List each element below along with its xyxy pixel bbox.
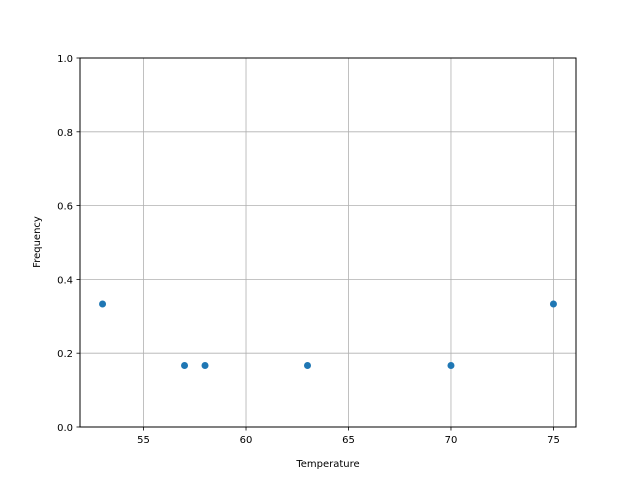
data-point: [549, 300, 557, 308]
data-point: [201, 361, 209, 369]
plot-frame: [79, 57, 577, 428]
y-axis-ticks: 0.0 0.2 0.4 0.6 0.8 1.0: [57, 54, 80, 434]
y-tick-label: 0.8: [57, 128, 73, 139]
x-tick-label: 55: [137, 435, 150, 446]
data-points: [99, 300, 557, 369]
data-point: [99, 300, 107, 308]
grid-lines: [80, 57, 576, 428]
x-axis-ticks: 55 60 65 70 75: [137, 427, 560, 446]
data-point: [181, 361, 189, 369]
x-tick-label: 75: [547, 435, 560, 446]
y-axis-label: Frequency: [32, 216, 43, 268]
x-axis-label: Temperature: [295, 459, 359, 470]
y-tick-label: 1.0: [57, 54, 73, 65]
data-point: [447, 361, 455, 369]
y-tick-label: 0.4: [57, 275, 73, 286]
data-point: [304, 361, 312, 369]
x-tick-label: 70: [445, 435, 458, 446]
x-tick-label: 65: [342, 435, 355, 446]
y-tick-label: 0.6: [57, 202, 73, 213]
x-tick-label: 60: [240, 435, 253, 446]
y-tick-label: 0.0: [57, 423, 73, 434]
y-tick-label: 0.2: [57, 349, 73, 360]
